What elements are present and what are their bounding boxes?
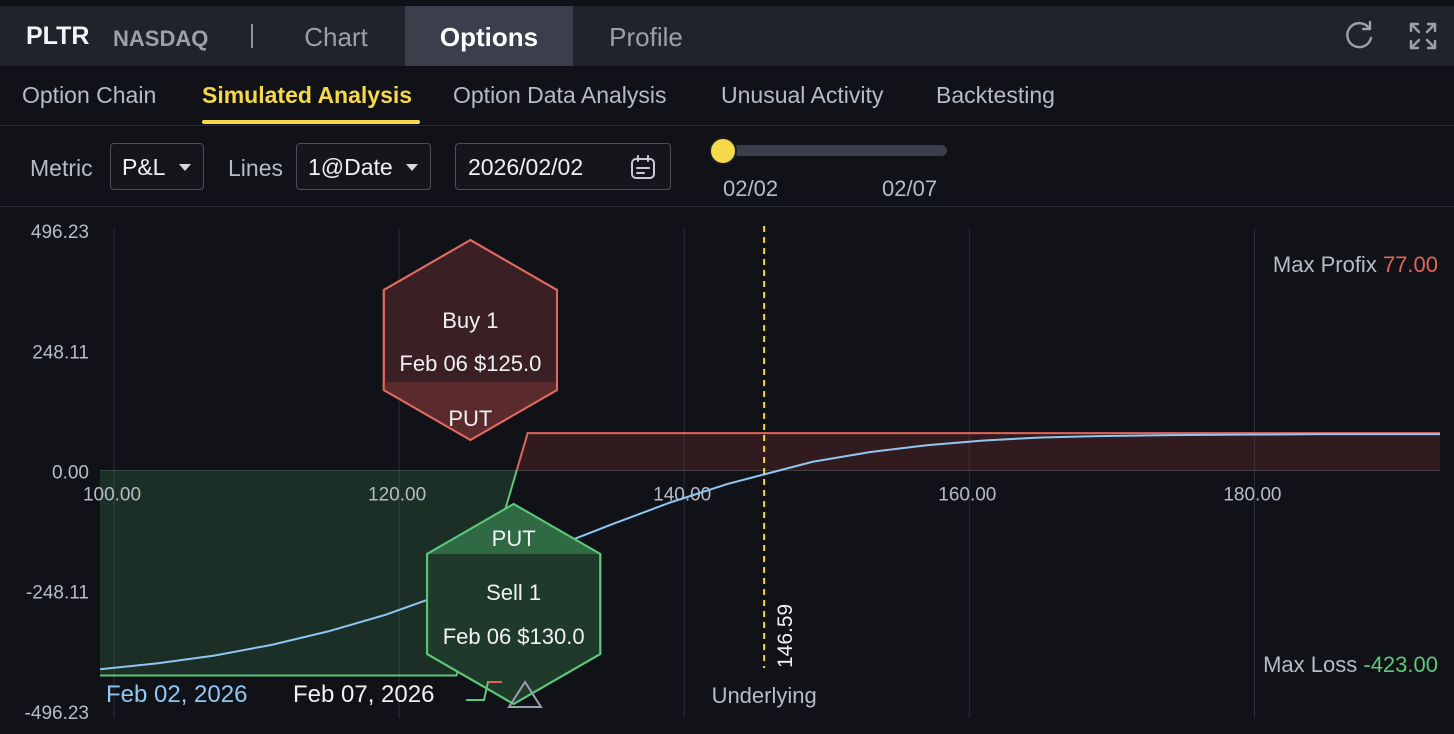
y-tick-label: -496.23: [25, 703, 89, 724]
lines-select[interactable]: 1@Date: [296, 143, 431, 190]
x-tick-label: 120.00: [368, 485, 426, 506]
expand-icon[interactable]: [1407, 20, 1439, 52]
sell-leg-outline: [426, 502, 602, 706]
x-tick-label: 160.00: [938, 485, 996, 506]
sell-leg-type-band: [426, 504, 601, 554]
date-value: 2026/02/02: [468, 154, 584, 180]
subtab-unusual-activity[interactable]: Unusual Activity: [721, 82, 884, 108]
x-tick-label: 100.00: [83, 485, 141, 506]
date-slider-handle[interactable]: [709, 137, 737, 165]
tab-options[interactable]: Options: [405, 6, 573, 66]
underlying-price-value: 146.59: [774, 604, 797, 668]
slider-start-label: 02/02: [723, 176, 779, 201]
controls-row: Metric P&L Lines 1@Date 2026/02/02 02/02…: [0, 127, 1454, 207]
exchange-label: NASDAQ: [113, 26, 209, 51]
legend-current-date: Feb 02, 2026: [106, 681, 247, 708]
chevron-down-icon: [179, 164, 191, 171]
active-tab-underline: [202, 120, 420, 124]
subtab-backtesting[interactable]: Backtesting: [936, 82, 1055, 108]
buy-leg-outline: [382, 238, 558, 442]
underlying-label: Underlying: [712, 683, 817, 708]
current-pnl-curve: [99, 433, 1440, 671]
tab-profile[interactable]: Profile: [609, 22, 683, 52]
lines-label: Lines: [228, 155, 283, 181]
y-tick-label: -248.11: [26, 583, 89, 604]
date-input[interactable]: 2026/02/02: [455, 143, 671, 190]
subtab-option-chain[interactable]: Option Chain: [22, 82, 157, 108]
y-tick-label: 248.11: [32, 342, 89, 363]
legend-expiry-date: Feb 07, 2026: [293, 681, 434, 708]
buy-leg-type-band: [383, 382, 558, 440]
profit-area: [516, 433, 1440, 471]
sell-leg-action: Sell 1: [486, 580, 541, 605]
expiry-payoff-profit-line: [515, 432, 1440, 471]
y-tick-label: 0.00: [52, 463, 89, 484]
loss-area: [100, 470, 517, 676]
metric-label: Metric: [30, 155, 93, 181]
pnl-chart[interactable]: 496.23 248.11 0.00 -248.11 -496.23 100.00 120…: [0, 208, 1454, 734]
max-profit-label: Max Profix 77.00: [1273, 252, 1438, 277]
metric-select[interactable]: P&L: [110, 143, 204, 190]
top-header: PLTR NASDAQ Chart Options Profile: [0, 6, 1454, 66]
y-tick-label: 496.23: [31, 222, 89, 243]
buy-leg-detail: Feb 06 $125.0: [399, 351, 541, 376]
subtab-simulated-analysis[interactable]: Simulated Analysis: [202, 82, 413, 108]
x-tick-label: 140.00: [653, 485, 711, 506]
x-tick-label: 180.00: [1223, 485, 1281, 506]
lines-value: 1@Date: [308, 154, 393, 180]
triangle-marker-icon: [507, 680, 543, 708]
buy-leg-action: Buy 1: [442, 308, 498, 333]
max-loss-label: Max Loss -423.00: [1263, 652, 1438, 677]
subtab-option-data-analysis[interactable]: Option Data Analysis: [453, 82, 667, 108]
sub-tabs: Option Chain Simulated Analysis Option D…: [0, 66, 1454, 126]
ticker-symbol: PLTR: [26, 22, 90, 50]
slider-end-label: 02/07: [882, 176, 938, 201]
sell-leg-type: PUT: [492, 526, 536, 551]
tab-chart[interactable]: Chart: [304, 22, 368, 52]
pnl-chart-svg[interactable]: 496.23 248.11 0.00 -248.11 -496.23 100.00 120…: [0, 208, 1454, 734]
chevron-down-icon: [406, 164, 418, 171]
header-divider: [251, 24, 253, 48]
buy-leg-type: PUT: [448, 406, 492, 431]
sell-leg-detail: Feb 06 $130.0: [443, 624, 585, 649]
calendar-icon[interactable]: [630, 155, 656, 181]
refresh-icon[interactable]: [1343, 20, 1375, 52]
metric-value: P&L: [122, 154, 166, 180]
date-slider-track[interactable]: [722, 145, 947, 156]
